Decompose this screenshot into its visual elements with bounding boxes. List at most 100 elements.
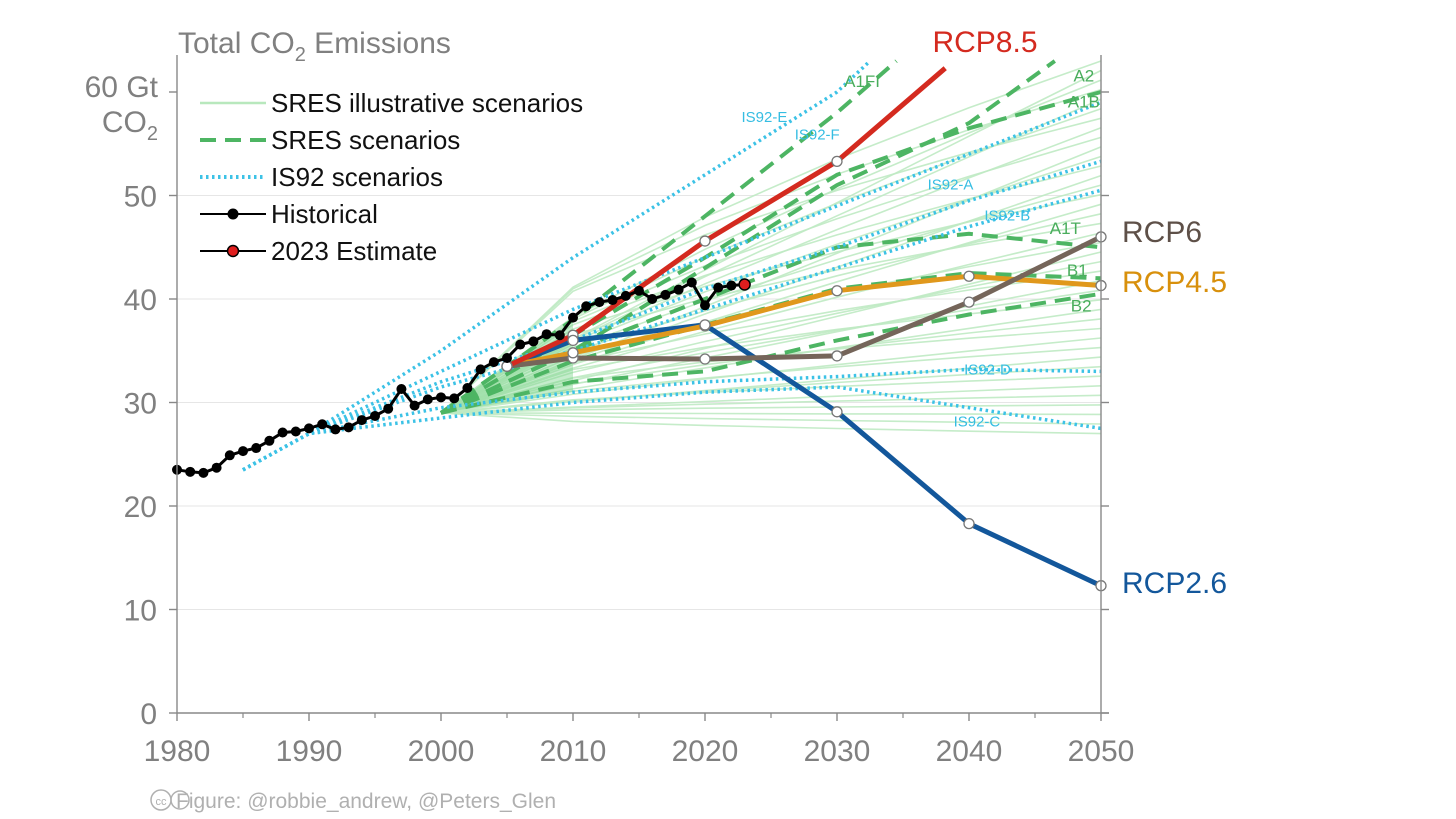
historical-point-2020 <box>700 300 710 311</box>
sres-illustrative-line-11 <box>440 337 1102 414</box>
scenario-labels: A1FI A2 A1B A1T B1 B2 IS92-E IS92-F IS92-A IS92-B… <box>741 67 1099 431</box>
legend-label-sres-scenarios: SRES scenarios <box>271 125 460 155</box>
x-tick-label-2010: 2010 <box>540 735 607 768</box>
historical-point-1986 <box>251 443 262 454</box>
scenario-label-a2: A2 <box>1073 67 1094 86</box>
scenario-label-a1b: A1B <box>1068 93 1100 112</box>
historical-point-2009 <box>554 330 565 341</box>
historical-point-2014 <box>620 290 631 301</box>
scenario-label-a1fi: A1FI <box>844 72 880 91</box>
sres-illustrative-line-19 <box>440 260 1102 414</box>
sres-illustrative-line-22 <box>440 232 1102 414</box>
historical-point-1991 <box>317 419 328 430</box>
sres-illustrative-line-3 <box>440 412 1102 416</box>
historical-point-1997 <box>396 384 407 395</box>
is92-line-is92-f <box>242 100 1102 472</box>
historical-point-1993 <box>343 422 354 433</box>
y-tick-label-10: 10 <box>124 595 157 628</box>
estimate-2023-point <box>738 278 751 291</box>
historical-point-1985 <box>238 446 248 457</box>
sres-illustrative-line-4 <box>440 404 1102 414</box>
sres-line-a1fi <box>439 59 898 415</box>
sres-illustrative-line-40 <box>440 60 1102 414</box>
x-tick-label-1980: 1980 <box>144 735 211 768</box>
historical-point-2007 <box>528 336 539 347</box>
historical-point-1999 <box>422 394 433 405</box>
creative-commons-symbol: cc <box>156 796 168 808</box>
sres-illustrative-line-1 <box>440 412 1102 435</box>
rcp8-5-label: RCP8.5 <box>932 26 1037 59</box>
historical-point-2004 <box>488 357 499 368</box>
historical-point-1984 <box>224 450 235 461</box>
historical-point-2017 <box>660 289 671 300</box>
historical-point-1987 <box>264 435 275 446</box>
rcp8-5-point-2030 <box>831 155 843 167</box>
rcp8-5-point-2020 <box>699 235 711 247</box>
chart-title: Total CO2 Emissions <box>178 27 451 66</box>
scenario-label-is92-e: IS92-E <box>741 109 787 126</box>
rcp2-6-point-2040 <box>963 517 975 530</box>
rcp4-5-point-2040 <box>963 270 975 282</box>
x-tick-label-2040: 2040 <box>936 735 1003 768</box>
historical-point-2002 <box>462 383 473 394</box>
historical-point-1998 <box>409 400 420 411</box>
historical-point-2005 <box>502 352 512 363</box>
rcp4-5-point-2030 <box>831 285 843 297</box>
attribution-icon <box>170 790 190 810</box>
x-tick-label-2020: 2020 <box>672 735 739 768</box>
y-axis-unit-line1: 60 Gt <box>85 71 159 104</box>
rcp4-5-label: RCP4.5 <box>1122 266 1227 299</box>
legend-swatch-historical-dot <box>227 208 239 220</box>
historical-point-2016 <box>647 294 658 304</box>
is92-line-is92-a <box>242 159 1102 472</box>
legend-swatch-estimate-dot <box>226 244 240 258</box>
rcp2-6-point-2010 <box>567 334 579 347</box>
sres-illustrative-line-33 <box>440 127 1102 414</box>
rcp4-5-line <box>506 273 1102 369</box>
rcp2-6-line <box>506 322 1103 588</box>
rcp4-5-point-2010 <box>567 347 579 359</box>
historical-point-2019 <box>686 277 697 288</box>
sres-illustrative-line-8 <box>440 365 1102 414</box>
scenario-label-a1t: A1T <box>1050 219 1081 238</box>
rcp2-6-point-2030 <box>831 406 843 418</box>
sres-illustrative-line-31 <box>440 146 1102 414</box>
rcp6-line <box>506 234 1103 369</box>
historical-point-2003 <box>475 364 486 375</box>
historical-point-1989 <box>290 426 301 437</box>
x-tick-label-2030: 2030 <box>804 735 871 768</box>
historical-line <box>172 277 751 478</box>
historical-point-1995 <box>370 410 380 421</box>
rcp2-6-label: RCP2.6 <box>1122 567 1227 600</box>
y-tick-label-50: 50 <box>124 181 157 214</box>
y-axis-unit-line2: CO2 <box>102 106 158 145</box>
sres-illustrative-line-16 <box>440 289 1102 414</box>
historical-point-1990 <box>304 423 314 434</box>
rcp2-6-point-2020 <box>699 319 711 331</box>
sres-illustrative-line-17 <box>440 279 1102 414</box>
historical-point-2018 <box>673 284 684 295</box>
is92-line-is92-e <box>242 59 872 472</box>
historical-point-1982 <box>198 467 209 478</box>
rcp6-point-2020 <box>699 353 711 365</box>
legend-label-2023-estimate: 2023 Estimate <box>271 236 437 266</box>
credit: cc Figure: @robbie_andrew, @Peters_Glen <box>150 789 556 813</box>
y-tick-label-0: 0 <box>140 698 157 731</box>
sres-line-a1t <box>440 231 1102 415</box>
is92-line-is92-b <box>242 188 1102 472</box>
scenario-label-is92-d: IS92-D <box>964 362 1011 379</box>
historical-point-2006 <box>515 339 526 350</box>
rcp-lines: RCP8.5 RCP6 RCP4.5 RCP2.6 <box>501 26 1227 600</box>
scenario-label-is92-b: IS92-B <box>984 207 1030 224</box>
historical-point-1996 <box>383 403 394 414</box>
axis-ticks: 1980 1990 2000 2010 2020 2030 2040 205001020304… <box>124 91 1134 768</box>
sres-line-a2 <box>440 59 1056 415</box>
historical-point-2000 <box>436 392 446 403</box>
x-tick-label-2000: 2000 <box>408 735 475 768</box>
rcp6-label: RCP6 <box>1122 216 1202 249</box>
legend-label-is92-scenarios: IS92 scenarios <box>271 162 443 192</box>
historical-point-2001 <box>449 393 460 404</box>
historical-point-1981 <box>185 466 196 477</box>
